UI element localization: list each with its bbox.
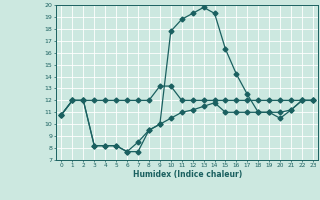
X-axis label: Humidex (Indice chaleur): Humidex (Indice chaleur): [132, 170, 242, 179]
